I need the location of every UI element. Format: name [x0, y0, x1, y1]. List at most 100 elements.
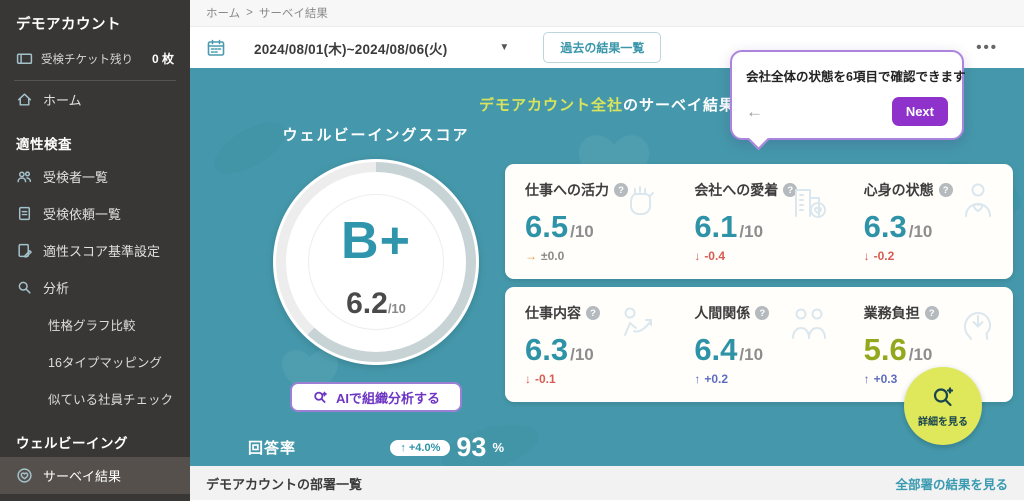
- metric-score: 6.5: [525, 209, 569, 244]
- breadcrumb-current: サーベイ結果: [258, 8, 328, 20]
- sidebar-item-label: 分析: [43, 281, 70, 296]
- sidebar-item-examinee-list[interactable]: 受検者一覧: [0, 158, 190, 195]
- metric-score: 5.6: [863, 332, 907, 367]
- score-denominator: /10: [387, 301, 406, 316]
- sidebar-item-survey-delivery[interactable]: サーベイ配信: [0, 494, 190, 501]
- response-rate-delta-badge: ↑ +4.0%: [390, 439, 451, 456]
- metric-delta: ±0.0: [541, 249, 565, 263]
- sidebar-item-similar-employee-check[interactable]: 似ている社員チェック: [48, 393, 174, 407]
- metric-label: 仕事内容: [525, 305, 581, 321]
- sidebar-item-label: 受検依頼一覧: [43, 207, 122, 222]
- tooltip-text: 会社全体の状態を6項目で確認できます: [746, 70, 966, 84]
- metric-card-row-1: 仕事への活力 ? 6.5/10 → ±0.0 会社への愛着 ? 6.1/10: [505, 164, 1013, 279]
- home-icon: [16, 91, 33, 108]
- ticket-label: 受検チケット残り: [41, 53, 133, 66]
- panel-title-company: デモアカウント全社: [478, 97, 623, 114]
- document-icon: [16, 205, 33, 222]
- help-icon[interactable]: ?: [938, 183, 953, 197]
- all-departments-link[interactable]: 全部署の結果を見る: [895, 477, 1008, 492]
- view-details-button[interactable]: 詳細を見る: [904, 367, 982, 445]
- sidebar-item-survey-results[interactable]: サーベイ結果: [0, 457, 190, 494]
- account-name: デモアカウント: [16, 17, 121, 33]
- trend-down-icon: ↓: [863, 249, 870, 263]
- help-icon[interactable]: ?: [586, 306, 600, 320]
- sidebar-divider: [14, 80, 176, 81]
- metric-score: 6.4: [694, 332, 738, 367]
- response-rate-row: 回答率 ↑ +4.0% 93 %: [248, 432, 504, 463]
- metric-card-company-attachment: 会社への愛着 ? 6.1/10 ↓ -0.4: [674, 164, 843, 279]
- main-content: ホーム > サーベイ結果 2024/08/01(木)~2024/08/06(火)…: [190, 0, 1024, 501]
- ticket-count: 0 枚: [151, 52, 174, 66]
- wellbeing-score-section: ウェルビーイングスコア B+ 6.2/10 AIで組織分析する 回答率: [248, 124, 504, 466]
- department-list-header: デモアカウントの部署一覧 全部署の結果を見る: [190, 466, 1024, 500]
- sidebar-item-label: 受検者一覧: [43, 170, 109, 185]
- metric-cards: 仕事への活力 ? 6.5/10 → ±0.0 会社への愛着 ? 6.1/10: [505, 164, 1013, 402]
- metric-card-job-content: 仕事内容 ? 6.3/10 ↓ -0.1: [505, 287, 674, 402]
- score-gauge: B+ 6.2/10: [273, 159, 479, 365]
- calendar-icon[interactable]: [206, 38, 226, 58]
- response-rate-value: 93: [456, 432, 487, 462]
- building-heart-icon: [786, 178, 832, 224]
- past-results-button[interactable]: 過去の結果一覧: [543, 32, 662, 63]
- metric-label: 仕事への活力: [525, 182, 609, 198]
- help-icon[interactable]: ?: [924, 306, 939, 320]
- metric-label: 人間関係: [694, 305, 751, 321]
- metric-score: 6.3: [525, 332, 569, 367]
- metric-denominator: /10: [908, 222, 933, 241]
- breadcrumb-separator: >: [246, 7, 253, 19]
- wellbeing-score-title: ウェルビーイングスコア: [282, 127, 470, 144]
- sidebar-item-home[interactable]: ホーム: [0, 81, 190, 118]
- breadcrumb-home[interactable]: ホーム: [206, 8, 241, 20]
- trend-down-icon: ↓: [525, 372, 531, 386]
- sidebar-item-16type-mapping[interactable]: 16タイプマッピング: [48, 356, 162, 370]
- section-aptitude-test: 適性検査: [16, 137, 72, 152]
- grade-value: B+: [341, 212, 411, 270]
- heart-circle-icon: [16, 467, 33, 484]
- panel-title: デモアカウント全社のサーベイ結果: [190, 94, 1024, 115]
- onboarding-tooltip: 会社全体の状態を6項目で確認できます ← Next: [730, 50, 966, 151]
- metric-card-work-vitality: 仕事への活力 ? 6.5/10 → ±0.0: [505, 164, 674, 279]
- metric-denominator: /10: [570, 222, 594, 241]
- breadcrumb: ホーム > サーベイ結果: [190, 0, 1024, 27]
- two-people-icon: [786, 301, 832, 347]
- ai-analyze-button[interactable]: AIで組織分析する: [290, 382, 462, 412]
- back-arrow-icon[interactable]: ←: [746, 102, 763, 121]
- date-range-value[interactable]: 2024/08/01(木)~2024/08/06(火): [254, 41, 448, 57]
- help-icon[interactable]: ?: [755, 306, 770, 320]
- metric-delta: +0.3: [873, 372, 898, 386]
- response-rate-unit: %: [492, 440, 504, 455]
- fist-icon: [616, 178, 662, 224]
- section-wellbeing: ウェルビーイング: [16, 436, 128, 451]
- metric-card-workload: 業務負担 ? 5.6/10 ↑ +0.3: [844, 287, 1013, 402]
- sidebar-item-label: 適性スコア基準設定: [43, 244, 161, 259]
- department-list-title: デモアカウントの部署一覧: [206, 476, 363, 492]
- help-icon[interactable]: ?: [783, 183, 798, 197]
- career-arrow-icon: [616, 301, 662, 347]
- gauge-inner-ring: [308, 194, 444, 330]
- kebab-menu-icon[interactable]: •••: [976, 39, 998, 56]
- metric-label: 業務負担: [863, 305, 920, 321]
- sidebar-item-label: サーベイ結果: [43, 469, 122, 484]
- metric-card-row-2: 仕事内容 ? 6.3/10 ↓ -0.1 人間関係 ? 6.4/10 ↑ +0: [505, 287, 1013, 402]
- sidebar-item-score-settings[interactable]: 適性スコア基準設定: [0, 232, 190, 269]
- score-settings-icon: [16, 242, 33, 259]
- view-details-label: 詳細を見る: [918, 417, 968, 428]
- help-icon[interactable]: ?: [614, 183, 628, 197]
- metric-score: 6.3: [863, 209, 907, 244]
- people-icon: [16, 168, 33, 185]
- sidebar-item-analysis[interactable]: 分析: [0, 269, 190, 306]
- sidebar-item-personality-compare[interactable]: 性格グラフ比較: [48, 319, 136, 333]
- trend-down-icon: ↓: [694, 249, 701, 263]
- sidebar-item-label: ホーム: [43, 93, 82, 108]
- metric-delta: -0.2: [873, 249, 895, 263]
- metric-delta: -0.1: [535, 372, 556, 386]
- metric-label: 会社への愛着: [694, 182, 779, 198]
- chevron-down-icon[interactable]: ▼: [499, 42, 510, 53]
- panel-title-rest: のサーベイ結果: [623, 97, 736, 114]
- next-button[interactable]: Next: [891, 97, 948, 126]
- metric-card-mind-body-state: 心身の状態 ? 6.3/10 ↓ -0.2: [844, 164, 1013, 279]
- trend-up-icon: ↑: [694, 372, 701, 386]
- person-heart-icon: [955, 178, 1001, 224]
- sidebar-item-request-list[interactable]: 受検依頼一覧: [0, 195, 190, 232]
- gauge-ring: [276, 162, 476, 362]
